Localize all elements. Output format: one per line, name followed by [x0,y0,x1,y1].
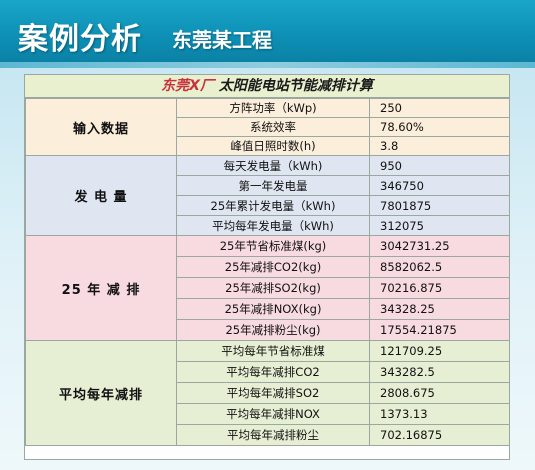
table-row: 系统效率 78.60% [26,117,510,137]
table-title-rest: 太阳能电站节能减排计算 [213,78,373,94]
calculation-table: 东莞X厂 太阳能电站节能减排计算 输入数据 方阵功率（kWp) 250 系统效率 78.… [24,74,510,460]
table-row: 平均每年发电量（kWh) 312075 [26,215,510,236]
row-label: 方阵功率（kWp) [176,98,370,118]
row-value: 1373.13 [369,403,510,425]
row-label: 平均每年减排NOX [176,403,370,425]
slide-title: 案例分析 [18,22,142,57]
table-title: 东莞X厂 太阳能电站节能减排计算 [25,75,509,98]
table-row: 平均每年减排 平均每年节省标准煤 121709.25 [25,340,510,446]
row-value: 34328.25 [369,298,510,320]
row-value: 70216.875 [369,277,510,299]
row-label: 25年减排CO2(kg) [176,256,370,278]
row-value: 250 [369,98,510,118]
row-label: 25年减排NOX(kg) [176,298,370,320]
row-value: 3042731.25 [369,235,510,257]
table-row: 25年减排NOX(kg) 34328.25 [26,298,510,320]
row-label: 峰值日照时数(h) [176,136,370,156]
table-row: 25年减排CO2(kg) 8582062.5 [26,256,510,278]
row-label: 平均每年减排CO2 [176,361,370,383]
row-value: 2808.675 [369,382,510,404]
row-label: 第一年发电量 [176,175,370,196]
row-label: 平均每年减排SO2 [176,382,370,404]
row-label: 25年节省标准煤(kg) [176,235,370,257]
row-value: 121709.25 [369,340,510,362]
row-value: 8582062.5 [369,256,510,278]
row-label: 系统效率 [176,117,370,137]
row-value: 346750 [369,175,510,196]
table-row: 第一年发电量 346750 [26,175,510,196]
slide-subtitle: 东莞某工程 [172,28,272,52]
slide-header: 案例分析 东莞某工程 [0,0,535,68]
row-value: 312075 [369,215,510,236]
table-row: 峰值日照时数(h) 3.8 [26,136,510,156]
table-row: 25年减排SO2(kg) 70216.875 [26,277,510,299]
row-label: 25年减排SO2(kg) [176,277,370,299]
table-row: 平均每年减排粉尘 702.16875 [26,424,510,446]
row-value: 7801875 [369,195,510,216]
group-label: 发 电 量 [25,155,177,236]
row-label: 平均每年节省标准煤 [176,340,370,362]
row-value: 950 [369,155,510,176]
table-row: 平均每年减排CO2 343282.5 [26,361,510,383]
table-row: 25 年 减 排 25年节省标准煤(kg) 3042731.25 [25,235,510,341]
row-value: 78.60% [369,117,510,137]
row-label: 每天发电量（kWh) [176,155,370,176]
data-table: 输入数据 方阵功率（kWp) 250 系统效率 78.60% 峰值日照时数(h) 3.8 发 … [25,98,510,446]
row-label: 平均每年减排粉尘 [176,424,370,446]
group-label: 25 年 减 排 [25,235,177,341]
group-label: 输入数据 [25,98,177,156]
row-label: 25年累计发电量（kWh) [176,195,370,216]
table-row: 25年减排粉尘(kg) 17554.21875 [26,319,510,341]
row-label: 平均每年发电量（kWh) [176,215,370,236]
row-value: 702.16875 [369,424,510,446]
row-value: 3.8 [369,136,510,156]
table-title-highlight: 东莞X厂 [161,78,214,94]
table-row: 发 电 量每天发电量（kWh) 950 [25,155,510,236]
table-row: 输入数据 方阵功率（kWp) 250 [25,98,510,156]
group-label: 平均每年减排 [25,340,177,446]
row-value: 343282.5 [369,361,510,383]
table-row: 平均每年减排NOX 1373.13 [26,403,510,425]
row-value: 17554.21875 [369,319,510,341]
row-label: 25年减排粉尘(kg) [176,319,370,341]
